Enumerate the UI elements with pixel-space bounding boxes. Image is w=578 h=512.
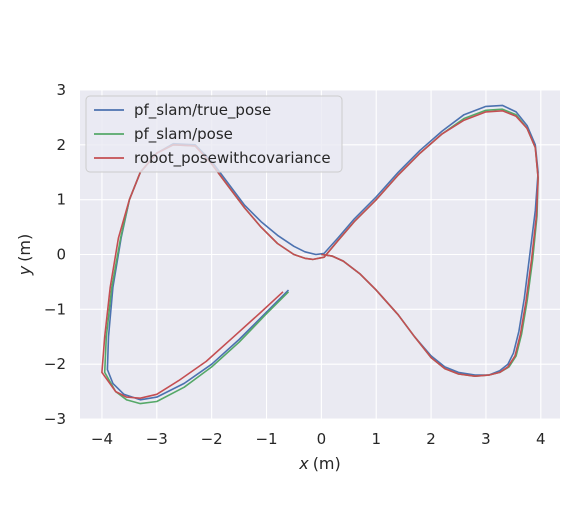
y-axis-label-variable: y <box>15 265 34 276</box>
y-tick-label: −2 <box>44 355 66 373</box>
legend: pf_slam/true_pose pf_slam/pose robot_pos… <box>85 95 343 173</box>
legend-label-pose: pf_slam/pose <box>134 125 233 144</box>
y-tick-label: 1 <box>56 191 66 209</box>
x-tick-label: −1 <box>255 430 277 448</box>
x-tick-label: −2 <box>201 430 223 448</box>
x-tick-label: 0 <box>317 430 327 448</box>
x-axis-label: x (m) <box>298 454 341 473</box>
x-tick-label: 4 <box>536 430 546 448</box>
legend-label-posewithcovariance: robot_posewithcovariance <box>134 149 331 168</box>
series-line-2 <box>101 110 539 399</box>
x-tick-label: −4 <box>91 430 113 448</box>
y-tick-label: −1 <box>44 300 66 318</box>
tick-labels: −4 −3 −2 −1 0 1 2 3 4 −3 −2 −1 0 1 2 3 <box>44 81 546 448</box>
x-tick-label: 1 <box>371 430 381 448</box>
series-group <box>101 104 539 405</box>
x-axis-label-variable: x <box>298 454 309 473</box>
legend-label-true-pose: pf_slam/true_pose <box>134 101 271 120</box>
x-tick-label: 3 <box>481 430 491 448</box>
y-tick-label: 3 <box>56 81 66 99</box>
x-tick-label: −3 <box>146 430 168 448</box>
y-axis-label-unit: (m) <box>15 234 34 262</box>
y-tick-label: 2 <box>56 136 66 154</box>
x-tick-label: 2 <box>426 430 436 448</box>
legend-box <box>85 95 343 173</box>
y-axis-label: y (m) <box>15 234 34 277</box>
series-line-0 <box>106 104 539 401</box>
y-tick-label: 0 <box>56 246 66 264</box>
x-axis-label-unit: (m) <box>313 454 341 473</box>
y-tick-label: −3 <box>44 410 66 428</box>
